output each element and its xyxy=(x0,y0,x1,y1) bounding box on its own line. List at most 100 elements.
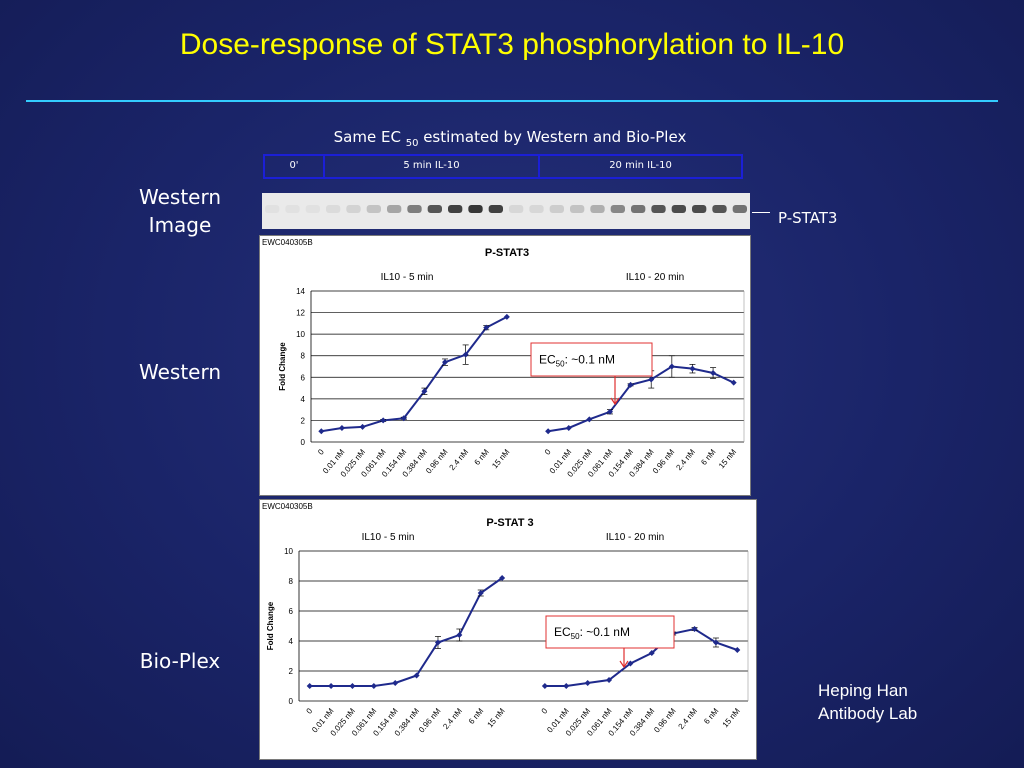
data-point xyxy=(734,647,741,653)
y-tick-label: 14 xyxy=(296,287,305,296)
gel-band xyxy=(305,205,320,213)
credit-lab: Antibody Lab xyxy=(818,704,918,723)
credits: Heping Han Antibody Lab xyxy=(818,679,917,725)
chart-title: P-STAT3 xyxy=(485,247,529,259)
gel-band xyxy=(366,205,381,213)
y-tick-label: 0 xyxy=(289,697,294,706)
gel-header-0: 0' xyxy=(263,154,325,179)
data-point xyxy=(499,575,506,581)
y-tick-label: 4 xyxy=(301,395,306,404)
gel-band xyxy=(671,205,686,213)
chart-title: P-STAT 3 xyxy=(486,517,533,529)
y-tick-label: 0 xyxy=(301,438,306,447)
data-point xyxy=(648,650,655,656)
data-point xyxy=(606,408,613,415)
data-point xyxy=(359,423,366,430)
ec50-arrowhead xyxy=(619,660,629,669)
y-tick-label: 12 xyxy=(296,309,305,318)
band-label: P-STAT3 xyxy=(778,209,838,227)
data-point xyxy=(691,626,698,632)
gel-band xyxy=(692,205,707,213)
data-point xyxy=(338,424,345,431)
x-tick-label: 6 nM xyxy=(702,706,721,726)
western-blot-image xyxy=(262,193,750,229)
label-western-image: Western Image xyxy=(110,183,250,239)
chart-tag: EWC040305B xyxy=(262,502,313,511)
series-label: IL10 - 5 min xyxy=(362,532,415,543)
y-axis-label: Fold Change xyxy=(278,342,287,391)
y-tick-label: 2 xyxy=(289,667,294,676)
x-tick-label: 15 nM xyxy=(490,447,511,470)
series-label: IL10 - 20 min xyxy=(606,532,664,543)
y-tick-label: 2 xyxy=(301,416,306,425)
gel-band xyxy=(590,205,605,213)
credit-name: Heping Han xyxy=(818,681,908,700)
y-tick-label: 6 xyxy=(289,607,294,616)
data-point xyxy=(477,590,484,596)
data-point xyxy=(563,683,570,689)
subtitle-post: estimated by Western and Bio-Plex xyxy=(418,128,687,146)
data-point xyxy=(627,381,634,388)
label-western: Western xyxy=(138,360,222,384)
y-tick-label: 8 xyxy=(301,352,306,361)
data-point xyxy=(318,428,325,435)
data-point xyxy=(483,324,490,331)
data-point xyxy=(712,639,719,646)
x-tick-label: 6 nM xyxy=(699,447,718,467)
data-point xyxy=(648,376,655,383)
gel-band xyxy=(509,205,524,213)
gel-band xyxy=(468,205,483,213)
gel-band xyxy=(712,205,727,213)
gel-band xyxy=(387,205,402,213)
y-tick-label: 10 xyxy=(296,330,305,339)
data-point xyxy=(328,683,335,689)
data-point xyxy=(462,351,469,358)
x-tick-label: 6 nM xyxy=(472,447,491,467)
data-point xyxy=(392,680,399,686)
gel-band xyxy=(427,205,442,213)
ec50-label: EC50: ~0.1 nM xyxy=(554,625,630,641)
gel-band xyxy=(265,205,280,213)
data-point xyxy=(606,677,613,683)
gel-band xyxy=(448,205,463,213)
subtitle: Same EC 50 estimated by Western and Bio-… xyxy=(260,128,760,149)
data-point xyxy=(503,313,510,320)
x-tick-label: 0.96 nM xyxy=(417,706,443,734)
gel-band xyxy=(732,205,747,213)
data-point xyxy=(456,632,463,638)
data-point xyxy=(730,379,737,386)
data-point xyxy=(689,365,696,372)
series-label: IL10 - 5 min xyxy=(381,272,434,283)
western-chart-panel: EWC040305B P-STAT3 IL10 - 5 min IL10 - 20 m… xyxy=(259,235,751,496)
chart-tag: EWC040305B xyxy=(262,238,313,247)
series-line xyxy=(547,365,735,433)
bioplex-chart: EWC040305B P-STAT 3 IL10 - 5 min IL10 - 20 … xyxy=(262,502,749,738)
ec50-box xyxy=(530,342,653,377)
x-tick-label: 2.4 nM xyxy=(674,447,697,472)
ec50-arrowhead xyxy=(610,397,620,406)
gel-band xyxy=(346,205,361,213)
data-point xyxy=(565,424,572,431)
gel-band xyxy=(549,205,564,213)
data-point xyxy=(380,417,387,424)
x-tick-label: 0 xyxy=(316,447,326,457)
data-point xyxy=(541,683,548,689)
x-tick-label: 0 xyxy=(304,706,314,716)
label-western-image-text: Western Image xyxy=(138,185,222,237)
x-tick-label: 0.96 nM xyxy=(424,447,450,475)
data-point xyxy=(421,388,428,395)
gel-band xyxy=(407,205,422,213)
x-tick-label: 0.96 nM xyxy=(652,706,678,734)
gel-band xyxy=(488,205,503,213)
x-tick-label: 15 nM xyxy=(721,706,742,729)
x-tick-label: 6 nM xyxy=(467,706,486,726)
slide-title: Dose-response of STAT3 phosphorylation t… xyxy=(179,28,845,61)
y-tick-label: 6 xyxy=(301,373,306,382)
data-point xyxy=(668,363,675,370)
data-point xyxy=(306,683,313,689)
y-tick-label: 4 xyxy=(289,637,294,646)
x-tick-label: 2.4 nM xyxy=(441,706,464,731)
y-tick-label: 10 xyxy=(284,547,293,556)
x-tick-label: 0.96 nM xyxy=(651,447,677,475)
gel-band xyxy=(285,205,300,213)
